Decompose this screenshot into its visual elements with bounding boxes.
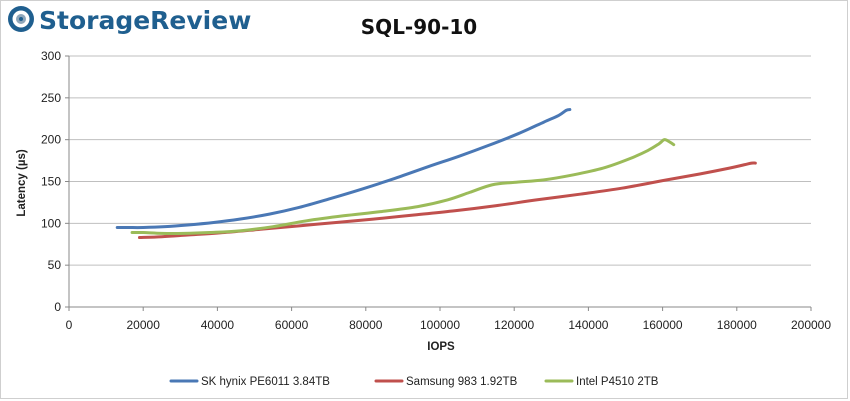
brand-logo: StorageReview bbox=[8, 6, 251, 35]
series-layer bbox=[115, 108, 757, 240]
y-tick-label: 200 bbox=[41, 133, 61, 147]
y-tick-label: 150 bbox=[41, 175, 61, 189]
y-tick-label: 50 bbox=[48, 258, 62, 272]
y-tick-label: 0 bbox=[54, 300, 61, 314]
x-tick-label: 0 bbox=[66, 318, 73, 332]
x-tick-label: 20000 bbox=[127, 318, 161, 332]
grid-layer bbox=[69, 55, 811, 308]
brand-name: StorageReview bbox=[39, 6, 251, 35]
legend-item-intel-p4510-2tb: Intel P4510 2TB bbox=[544, 376, 659, 388]
legend: SK hynix PE6011 3.84TB Samsung 983 1.92TB… bbox=[169, 376, 659, 388]
legend-item-sk-hynix-pe6011-3-84tb: SK hynix PE6011 3.84TB bbox=[169, 376, 330, 388]
storage-review-logo-icon bbox=[8, 6, 34, 32]
x-tick-label: 140000 bbox=[568, 318, 608, 332]
legend-label: Intel P4510 2TB bbox=[576, 376, 659, 388]
x-tick-label: 120000 bbox=[494, 318, 534, 332]
x-tick-label: 40000 bbox=[201, 318, 235, 332]
legend-item-samsung-983-1-92tb: Samsung 983 1.92TB bbox=[374, 376, 518, 388]
x-tick-label: 160000 bbox=[643, 318, 683, 332]
x-tick-label: 80000 bbox=[349, 318, 383, 332]
x-tick-label: 100000 bbox=[420, 318, 460, 332]
y-tick-label: 100 bbox=[41, 216, 61, 230]
y-tick-label: 300 bbox=[41, 49, 61, 63]
series-line-intel-p4510-2tb bbox=[130, 138, 676, 235]
axis-layer: 0 50 100 150 200 250 300 0 20000 40000 60000 80000 1… bbox=[41, 49, 831, 332]
y-axis-label: Latency (µs) bbox=[16, 149, 28, 217]
legend-label: Samsung 983 1.92TB bbox=[406, 376, 518, 388]
x-tick-label: 180000 bbox=[717, 318, 757, 332]
x-axis-label: IOPS bbox=[427, 341, 455, 353]
series-line-sk-hynix-pe6011-3-84tb bbox=[115, 108, 572, 230]
x-tick-label: 60000 bbox=[275, 318, 309, 332]
chart-title: SQL-90-10 bbox=[361, 15, 477, 39]
x-tick-label: 200000 bbox=[791, 318, 831, 332]
y-tick-label: 250 bbox=[41, 91, 61, 105]
legend-label: SK hynix PE6011 3.84TB bbox=[201, 376, 330, 388]
